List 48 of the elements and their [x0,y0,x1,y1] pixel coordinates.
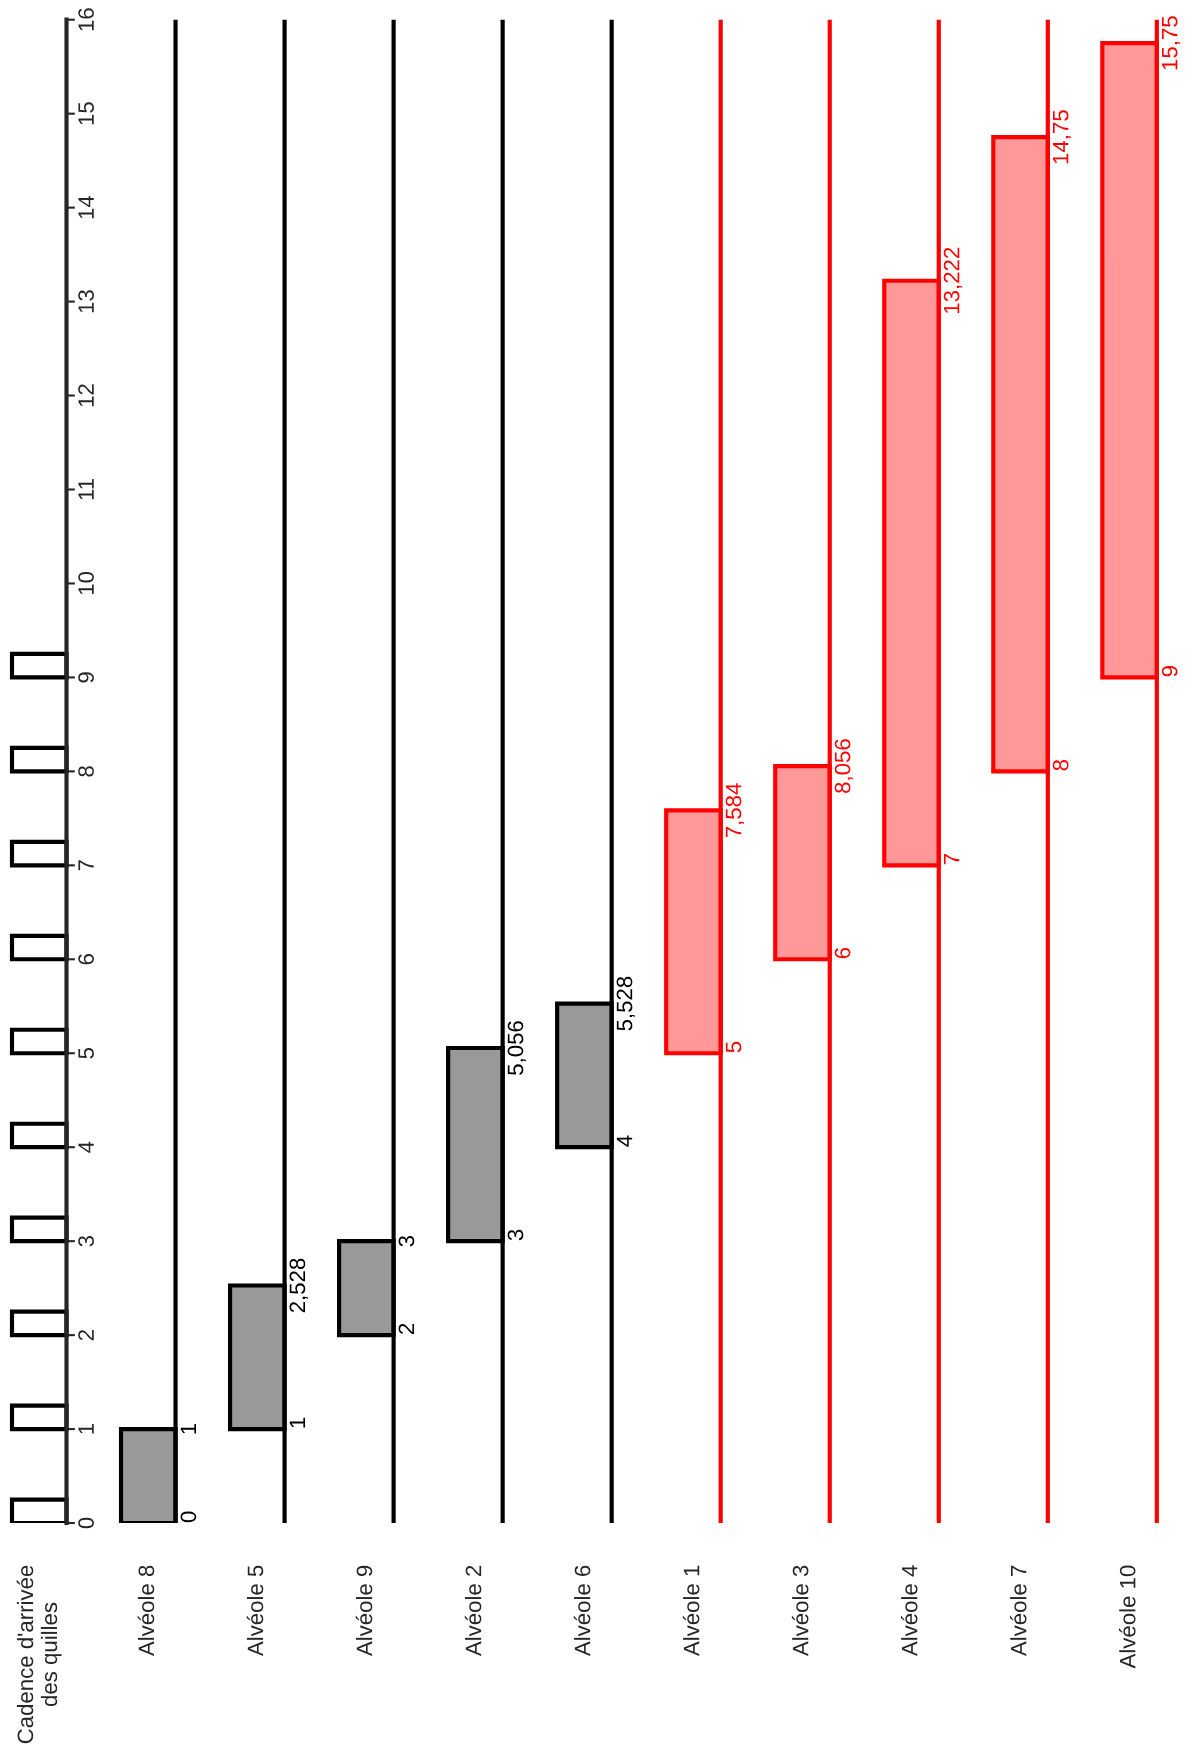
y-tick-label: 4 [78,1141,94,1153]
y-tick-label: 8 [78,766,94,777]
annotation: 1 [180,1423,197,1434]
annotation: 8 [1052,759,1069,771]
annotation: 1 [289,1417,306,1428]
annotation: 5,056 [507,1021,526,1075]
y-tick-label: 6 [78,954,94,965]
annotation: 8,056 [834,739,854,793]
y-tick-label: 0 [78,1517,94,1529]
x-tick-label: Alvéole 5 [246,1565,264,1657]
x-tick-label: Alvéole 2 [464,1565,482,1657]
annotation: 9 [1161,666,1178,677]
y-tick-label: 3 [78,1235,94,1247]
y-tick-label: 7 [78,860,94,871]
annotation: 7 [943,854,960,865]
y-tick-label: 10 [78,571,94,595]
x-tick-label: Alvéole 6 [573,1565,591,1657]
x-tick-label: Alvéole 3 [791,1565,809,1657]
annotation: 2 [398,1323,415,1334]
y-tick-label: 2 [78,1330,94,1341]
annotation: 3 [398,1235,415,1247]
annotation: 4 [616,1135,633,1147]
x-tick-label: Alvéole 7 [1009,1565,1027,1657]
annotation: 14,75 [1052,110,1072,164]
y-tick-label: 11 [78,479,94,500]
x-tick-label: Alvéole 10 [1118,1565,1136,1669]
annotation: 6 [834,947,851,959]
annotation: 15,75 [1162,16,1181,70]
y-tick-label: 12 [78,384,94,407]
annotation: 7,584 [725,783,745,838]
y-tick-label: 9 [78,672,94,683]
x-tick-label: Cadence d'arrivée des quilles [16,1565,62,1744]
y-tick-label: 16 [78,8,94,31]
annotation: 5,528 [616,976,635,1031]
y-tick-label: 5 [78,1048,94,1059]
annotation: 2,528 [289,1258,308,1313]
y-tick-label: 1 [78,1423,94,1434]
annotation: 13,222 [943,247,963,314]
annotation: 0 [180,1511,197,1523]
x-tick-label: Alvéole 1 [682,1565,700,1657]
annotation: 5 [725,1041,742,1053]
y-tick-label: 13 [78,290,94,313]
annotation: 3 [507,1229,524,1241]
x-tick-label: Alvéole 4 [900,1565,918,1657]
x-tick-label: Alvéole 9 [355,1565,373,1657]
x-tick-label: Alvéole 8 [137,1565,155,1657]
y-tick-label: 14 [78,195,94,219]
y-tick-label: 15 [78,102,94,125]
